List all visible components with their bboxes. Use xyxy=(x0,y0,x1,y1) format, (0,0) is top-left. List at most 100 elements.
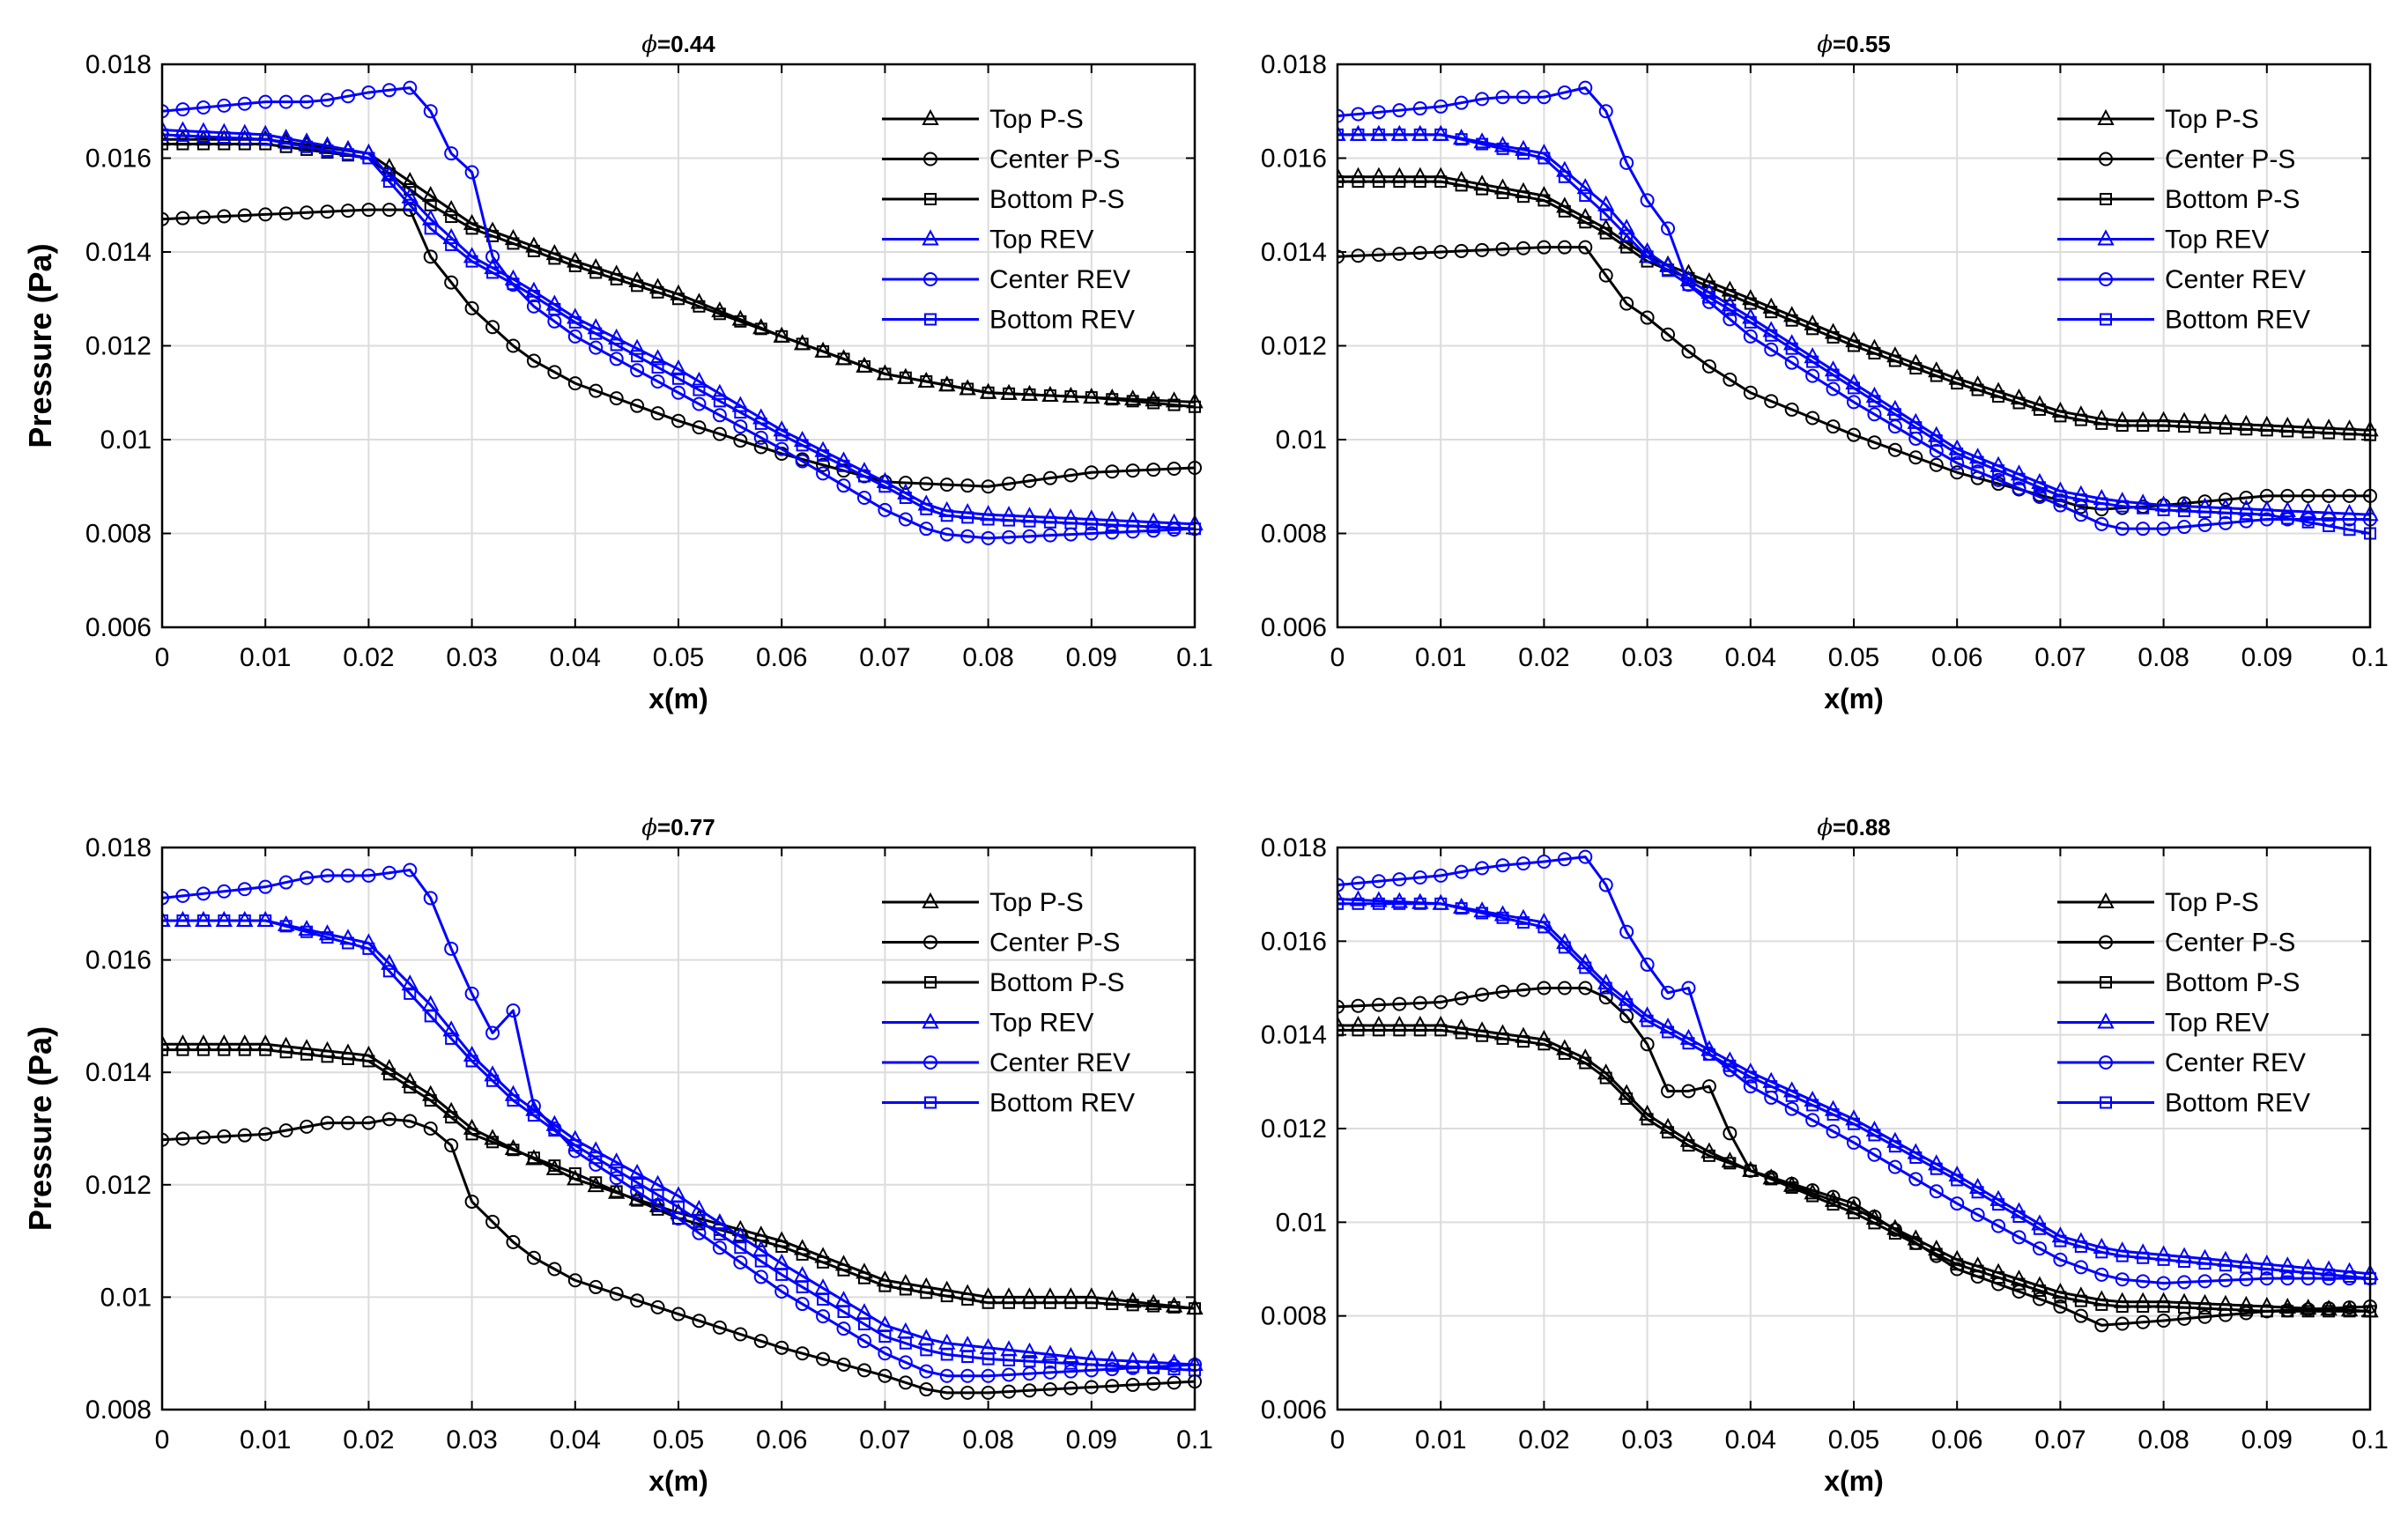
data-point-center-rev xyxy=(2073,507,2088,522)
y-tick-label: 0.016 xyxy=(1261,144,1327,174)
data-point-center-rev xyxy=(589,340,604,355)
x-tick-label: 0.01 xyxy=(1415,643,1466,672)
data-point-center-p-s xyxy=(1515,982,1530,997)
data-point-center-rev xyxy=(175,888,190,903)
x-tick-label: 0.07 xyxy=(2034,1425,2086,1455)
data-point-top-rev xyxy=(1597,195,1615,211)
data-point-bottom-p-s xyxy=(1848,1206,1860,1219)
data-point-top-rev xyxy=(277,914,295,932)
data-point-bottom-p-s xyxy=(2137,419,2150,433)
data-point-bottom-rev xyxy=(2012,472,2026,485)
data-point-center-rev xyxy=(2342,512,2357,527)
data-point-top-p-s xyxy=(401,172,419,189)
data-point-bottom-rev xyxy=(2301,1266,2315,1279)
x-tick-label: 0.05 xyxy=(653,643,704,672)
data-point-bottom-p-s xyxy=(2219,422,2232,435)
data-point-bottom-rev xyxy=(321,144,334,157)
data-point-bottom-p-s xyxy=(404,183,417,196)
series-line-bottom-p-s xyxy=(162,143,1196,409)
data-point-bottom-p-s xyxy=(1393,175,1406,189)
data-point-center-rev xyxy=(960,1368,975,1383)
data-point-center-rev xyxy=(1578,849,1593,864)
data-point-bottom-rev xyxy=(2240,1261,2253,1274)
data-point-bottom-p-s xyxy=(1043,389,1056,402)
x-tick-label: 0.09 xyxy=(1066,1425,1117,1455)
data-point-center-p-s xyxy=(1351,248,1366,263)
data-point-bottom-rev xyxy=(486,266,500,279)
data-point-center-rev xyxy=(1042,528,1057,543)
data-point-bottom-rev xyxy=(1558,170,1571,183)
chart-title: ϕ=0.55 xyxy=(1817,31,1891,58)
data-point-center-p-s xyxy=(1826,419,1841,434)
x-tick-label: 0.02 xyxy=(343,1425,394,1455)
data-point-top-rev xyxy=(401,974,419,991)
data-point-center-p-s xyxy=(1805,411,1820,426)
data-point-bottom-p-s xyxy=(920,374,933,388)
data-point-bottom-p-s xyxy=(1106,393,1119,406)
y-tick-label: 0.012 xyxy=(85,1171,152,1200)
data-point-bottom-p-s xyxy=(2260,424,2273,437)
legend-label-top-rev: Top REV xyxy=(989,226,1093,255)
data-point-center-rev xyxy=(1351,107,1366,122)
data-point-center-p-s xyxy=(1661,327,1676,342)
data-point-center-rev xyxy=(1640,957,1655,972)
data-point-bottom-p-s xyxy=(341,1052,354,1065)
data-point-center-p-s xyxy=(1557,240,1572,255)
data-point-top-p-s xyxy=(1124,389,1142,406)
data-point-bottom-p-s xyxy=(507,237,520,250)
data-point-top-p-s xyxy=(711,300,729,318)
data-point-bottom-rev xyxy=(2323,1268,2336,1281)
x-tick-label: 0.07 xyxy=(859,1425,910,1455)
data-point-bottom-p-s xyxy=(2157,419,2170,433)
data-point-center-rev xyxy=(278,94,293,109)
data-point-center-rev xyxy=(1495,90,1510,105)
data-point-center-rev xyxy=(382,83,396,98)
data-point-bottom-rev xyxy=(1641,250,1654,263)
data-point-center-rev xyxy=(464,986,479,1001)
data-point-center-rev xyxy=(175,102,190,117)
data-point-bottom-rev xyxy=(631,350,644,363)
data-point-bottom-p-s xyxy=(940,1290,953,1303)
data-point-bottom-p-s xyxy=(1337,1024,1344,1037)
data-point-center-rev xyxy=(650,1197,665,1212)
data-point-center-p-s xyxy=(1167,462,1182,477)
data-point-center-p-s xyxy=(175,1131,190,1146)
data-point-center-p-s xyxy=(919,477,934,492)
data-point-bottom-rev xyxy=(775,428,789,441)
data-point-center-p-s xyxy=(1475,242,1490,257)
data-point-center-rev xyxy=(836,478,851,493)
data-point-center-rev xyxy=(609,352,624,366)
data-point-center-rev xyxy=(2156,1276,2171,1291)
legend-label-bottom-p-s: Bottom P-S xyxy=(989,968,1124,997)
x-tick-label: 0.09 xyxy=(2241,1425,2293,1455)
data-point-center-rev xyxy=(2094,516,2109,531)
legend-label-center-rev: Center REV xyxy=(989,265,1130,294)
data-point-bottom-p-s xyxy=(2198,421,2212,434)
legend-label-bottom-p-s: Bottom P-S xyxy=(989,185,1124,214)
data-point-center-p-s xyxy=(2115,1316,2130,1331)
data-point-bottom-rev xyxy=(899,1336,912,1350)
data-point-center-p-s xyxy=(1929,457,1944,472)
data-point-center-p-s xyxy=(526,353,541,368)
data-point-bottom-p-s xyxy=(734,315,747,328)
data-point-center-rev xyxy=(1475,861,1490,876)
data-point-top-rev xyxy=(442,1020,460,1037)
data-point-bottom-rev xyxy=(321,931,334,944)
data-point-bottom-rev xyxy=(1723,1059,1737,1072)
data-point-bottom-rev xyxy=(1930,434,1943,448)
data-point-bottom-p-s xyxy=(2281,1305,2294,1318)
data-point-center-p-s xyxy=(403,1114,418,1129)
data-point-bottom-p-s xyxy=(321,1050,334,1063)
data-point-bottom-rev xyxy=(1003,514,1016,527)
data-point-bottom-p-s xyxy=(1434,175,1448,189)
data-point-bottom-rev xyxy=(1806,1099,1819,1112)
data-point-center-rev xyxy=(1515,856,1530,871)
data-point-center-rev xyxy=(650,374,665,389)
legend-marker-top-rev xyxy=(2097,229,2115,246)
data-point-bottom-rev xyxy=(693,1214,706,1227)
data-point-bottom-p-s xyxy=(2240,423,2253,436)
data-point-bottom-rev xyxy=(404,198,417,211)
y-tick-label: 0.018 xyxy=(85,50,152,79)
data-point-bottom-rev xyxy=(279,137,293,150)
data-point-bottom-rev xyxy=(300,140,314,153)
